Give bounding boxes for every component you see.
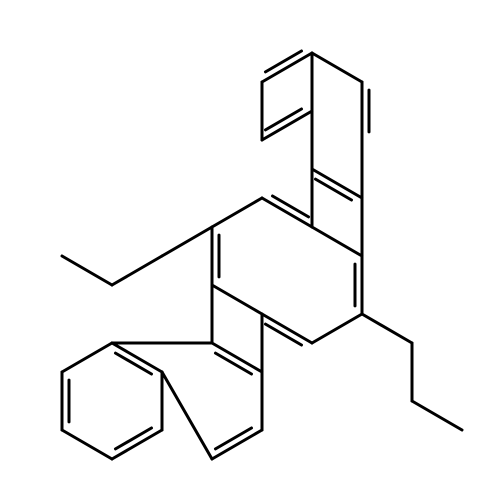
bond-line [312, 227, 362, 256]
bond-line [312, 314, 362, 343]
bond-line [262, 198, 312, 227]
bond-line [412, 401, 462, 430]
bond-line [312, 169, 362, 198]
bond-line [262, 111, 312, 140]
bond-line [212, 198, 262, 227]
bond-line [362, 314, 412, 343]
bond-line [212, 285, 262, 314]
bond-group [62, 51, 462, 459]
bond-line [112, 430, 162, 459]
bond-line [212, 430, 262, 459]
bond-line [162, 227, 212, 256]
bond-line [112, 343, 162, 372]
bond-line [112, 256, 162, 285]
molecule-structure [0, 0, 500, 500]
bond-line [212, 343, 262, 372]
bond-line [312, 53, 362, 82]
bond-line [162, 372, 212, 459]
bond-line [262, 53, 312, 82]
bond-line [62, 256, 112, 285]
bond-line [62, 343, 112, 372]
bond-line [62, 430, 112, 459]
bond-line [262, 314, 312, 343]
